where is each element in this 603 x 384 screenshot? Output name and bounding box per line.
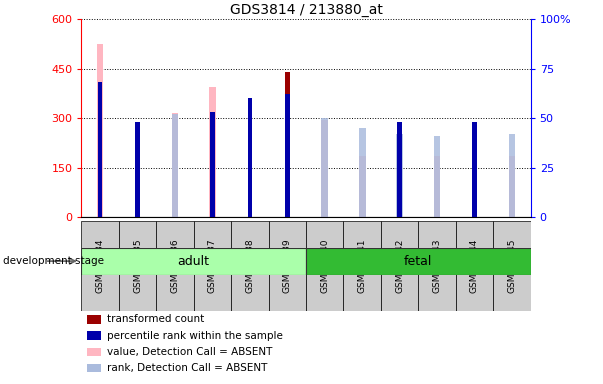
Text: GSM440240: GSM440240 <box>320 239 329 293</box>
Title: GDS3814 / 213880_at: GDS3814 / 213880_at <box>230 3 382 17</box>
Bar <box>268 221 306 311</box>
Text: development stage: development stage <box>3 256 104 266</box>
Bar <box>172 113 178 217</box>
Bar <box>472 153 477 217</box>
Bar <box>231 221 268 311</box>
Bar <box>306 248 531 275</box>
Bar <box>135 128 140 217</box>
Text: GSM440245: GSM440245 <box>507 239 516 293</box>
Text: GSM440236: GSM440236 <box>171 238 180 293</box>
Bar <box>456 221 493 311</box>
Bar <box>321 120 328 217</box>
Text: GSM440235: GSM440235 <box>133 238 142 293</box>
Bar <box>472 122 477 217</box>
Bar <box>248 98 252 217</box>
Bar <box>508 156 516 217</box>
Bar <box>209 87 216 217</box>
Bar <box>344 221 381 311</box>
Text: GSM440239: GSM440239 <box>283 238 292 293</box>
Bar <box>285 94 289 217</box>
Text: GSM440243: GSM440243 <box>432 239 441 293</box>
Text: GSM440241: GSM440241 <box>358 239 367 293</box>
Bar <box>285 72 289 217</box>
Text: GSM440234: GSM440234 <box>96 239 105 293</box>
Bar <box>98 83 103 217</box>
Bar <box>397 153 402 217</box>
Bar <box>172 114 178 217</box>
Bar <box>119 221 156 311</box>
Bar <box>96 44 104 217</box>
Bar <box>81 248 306 275</box>
Bar <box>493 221 531 311</box>
Bar <box>135 122 140 217</box>
Bar <box>248 113 252 217</box>
Text: GSM440242: GSM440242 <box>395 239 404 293</box>
Bar <box>210 112 215 217</box>
Text: fetal: fetal <box>404 255 432 268</box>
Text: adult: adult <box>178 255 210 268</box>
Text: rank, Detection Call = ABSENT: rank, Detection Call = ABSENT <box>107 363 267 373</box>
Text: GSM440238: GSM440238 <box>245 238 254 293</box>
Bar <box>359 128 365 217</box>
Text: GSM440237: GSM440237 <box>208 238 217 293</box>
Bar <box>418 221 456 311</box>
Bar <box>434 156 440 217</box>
Bar <box>397 122 402 217</box>
Bar <box>81 221 119 311</box>
Bar <box>434 136 440 217</box>
Text: value, Detection Call = ABSENT: value, Detection Call = ABSENT <box>107 347 272 357</box>
Bar <box>156 221 194 311</box>
Text: percentile rank within the sample: percentile rank within the sample <box>107 331 283 341</box>
Bar <box>321 118 328 217</box>
Bar <box>381 221 418 311</box>
Text: transformed count: transformed count <box>107 314 204 324</box>
Bar <box>396 134 403 217</box>
Bar <box>194 221 231 311</box>
Text: GSM440244: GSM440244 <box>470 239 479 293</box>
Bar <box>306 221 344 311</box>
Bar <box>359 156 365 217</box>
Bar <box>508 134 516 217</box>
